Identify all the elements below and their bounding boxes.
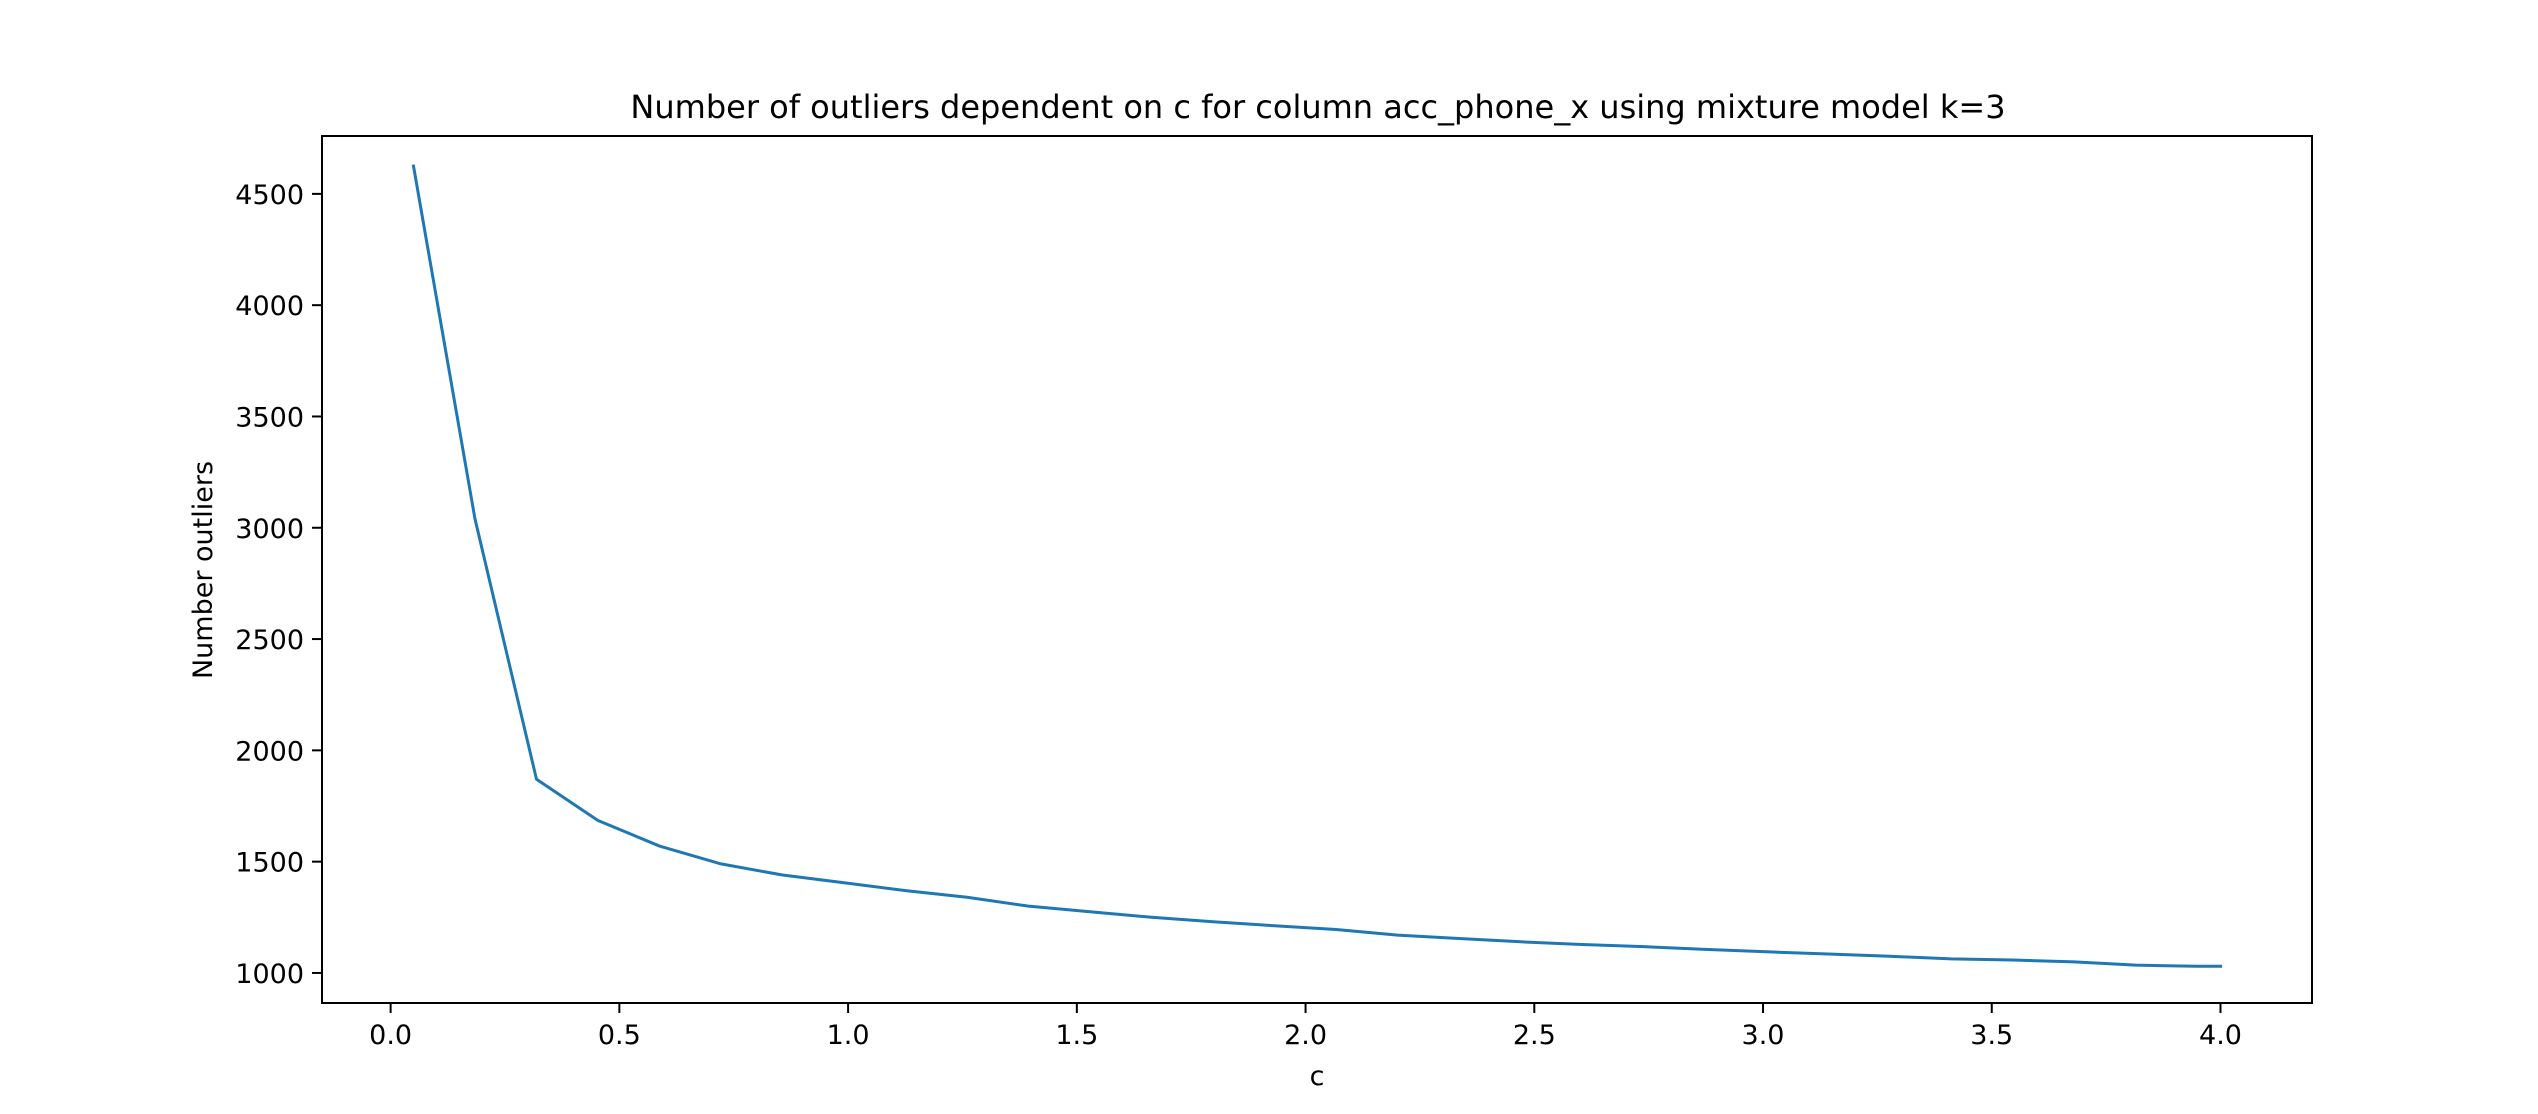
y-tick-label: 3000 (235, 514, 304, 545)
plot-area (322, 136, 2312, 1003)
y-tick-label: 4000 (235, 291, 304, 322)
y-tick-label: 4500 (235, 180, 304, 211)
x-tick-label: 2.5 (1513, 1020, 1556, 1051)
y-axis: 1000 1500 2000 2500 3000 3500 4000 4500 (235, 180, 322, 990)
x-tick-label: 4.0 (2199, 1020, 2242, 1051)
x-tick-label: 1.5 (1055, 1020, 1098, 1051)
y-tick-label: 3500 (235, 402, 304, 433)
x-axis: 0.0 0.5 1.0 1.5 2.0 2.5 3.0 3.5 4.0 (369, 1003, 2242, 1051)
x-tick-label: 3.0 (1742, 1020, 1785, 1051)
series-line (411, 164, 2223, 968)
series-layer (411, 164, 2223, 968)
y-tick-label: 1500 (235, 848, 304, 879)
plot-frame (321, 135, 2313, 1004)
y-axis-label: Number outliers (188, 461, 219, 679)
x-tick-label: 2.0 (1284, 1020, 1327, 1051)
y-tick-label: 2500 (235, 625, 304, 656)
y-tick-label: 2000 (235, 736, 304, 767)
x-axis-label: c (1310, 1061, 1325, 1092)
y-tick-label: 1000 (235, 959, 304, 990)
x-tick-label: 0.5 (598, 1020, 641, 1051)
chart-title: Number of outliers dependent on c for co… (630, 88, 2005, 126)
x-tick-label: 3.5 (1970, 1020, 2013, 1051)
x-tick-label: 1.0 (827, 1020, 870, 1051)
x-tick-label: 0.0 (369, 1020, 412, 1051)
